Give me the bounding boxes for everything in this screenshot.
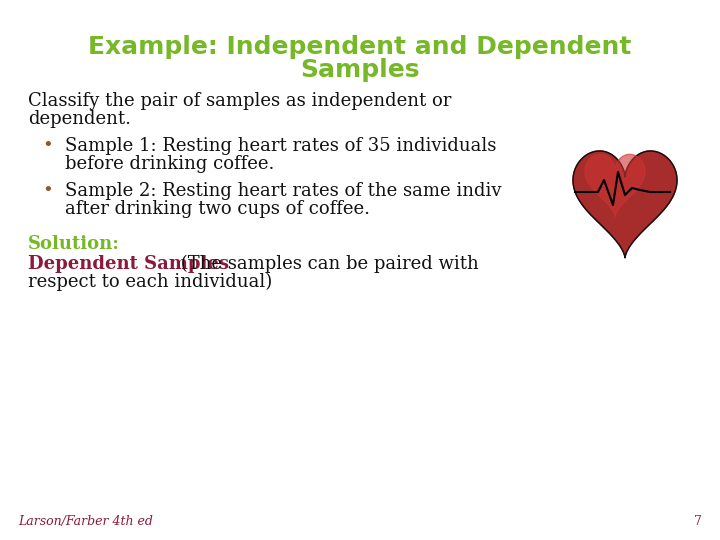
Polygon shape	[573, 151, 677, 258]
Text: respect to each individual): respect to each individual)	[28, 273, 272, 291]
Text: •: •	[42, 137, 53, 155]
Text: Sample 1: Resting heart rates of 35 individuals: Sample 1: Resting heart rates of 35 indi…	[65, 137, 496, 155]
Text: Samples: Samples	[300, 58, 420, 82]
Text: Dependent Samples: Dependent Samples	[28, 255, 229, 273]
Text: 7: 7	[694, 515, 702, 528]
Text: (The samples can be paired with: (The samples can be paired with	[175, 255, 479, 273]
Text: Larson/Farber 4th ed: Larson/Farber 4th ed	[18, 515, 153, 528]
Text: dependent.: dependent.	[28, 110, 131, 128]
Text: Sample 2: Resting heart rates of the same indiv: Sample 2: Resting heart rates of the sam…	[65, 182, 502, 200]
Text: Classify the pair of samples as independent or: Classify the pair of samples as independ…	[28, 92, 451, 110]
Text: before drinking coffee.: before drinking coffee.	[65, 155, 274, 173]
Text: •: •	[42, 182, 53, 200]
Text: Solution:: Solution:	[28, 235, 120, 253]
Text: after drinking two cups of coffee.: after drinking two cups of coffee.	[65, 200, 370, 218]
Polygon shape	[585, 154, 645, 217]
Text: Example: Independent and Dependent: Example: Independent and Dependent	[89, 35, 631, 59]
